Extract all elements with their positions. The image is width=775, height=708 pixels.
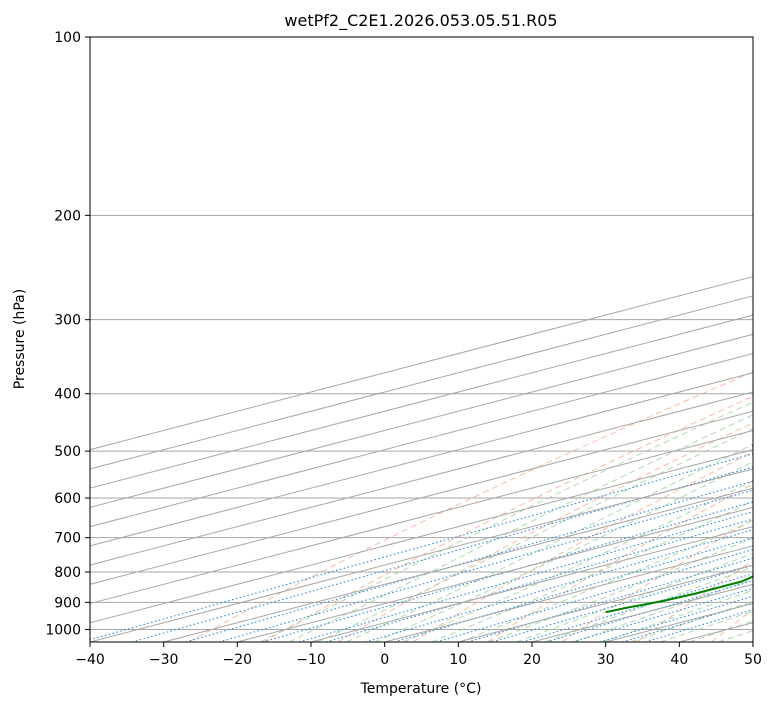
isotherm-line (163, 487, 753, 642)
isotherm-line (90, 468, 753, 642)
mixing-ratio-labels: 0.10.20.40.611.52346810131620253036 (749, 434, 772, 455)
y-tick-label: 100 (54, 30, 81, 46)
chart-title: wetPf2_C2E1.2026.053.05.51.R05 (284, 11, 557, 31)
y-tick-label: 700 (54, 531, 81, 547)
y-axis-ticks: 100 200 300 400 500 600 700 800 900 1000 (45, 30, 90, 638)
mixing-ratio-line (645, 608, 753, 642)
x-axis-ticks: −40 −30 −20 −10 0 10 20 30 40 50 (75, 642, 762, 668)
isotherm-line (90, 410, 753, 585)
y-tick-label: 800 (54, 565, 81, 581)
plot-frame (89, 36, 754, 643)
x-axis-label: Temperature (°C) (360, 681, 482, 697)
y-tick-label: 900 (54, 595, 81, 611)
moist-adiabat (346, 443, 753, 642)
isotherm-line (90, 295, 753, 470)
mixing-ratio-line (262, 501, 753, 642)
moist-adiabat (544, 566, 753, 642)
y-tick-label: 500 (54, 444, 81, 460)
moist-adiabat (431, 500, 753, 642)
y-tick-label: 300 (54, 313, 81, 329)
x-tick-label: −40 (75, 652, 105, 668)
x-tick-label: 0 (380, 652, 389, 668)
isotherm-line (310, 526, 753, 642)
mixing-ratio-line (185, 480, 753, 642)
isotherms (90, 276, 753, 642)
moist-adiabat (459, 519, 753, 642)
x-tick-label: 40 (670, 652, 688, 668)
dry-adiabat (487, 483, 753, 642)
mixing-ratio-line (299, 511, 753, 642)
pressure-gridlines (90, 37, 753, 630)
dry-adiabat (263, 395, 753, 642)
y-tick-label: 600 (54, 491, 81, 507)
x-tick-label: −10 (296, 652, 326, 668)
mixing-ratio-line (325, 518, 753, 642)
dry-adiabat (188, 371, 753, 642)
y-tick-label: 200 (54, 208, 81, 224)
moist-adiabat (516, 552, 753, 642)
isotherm-line (90, 372, 753, 547)
x-tick-label: 20 (523, 652, 541, 668)
moist-adiabat (402, 480, 753, 642)
isotherm-line (237, 506, 753, 642)
moist-adiabat (317, 428, 753, 642)
isotherm-line (90, 391, 753, 566)
moist-adiabat (288, 414, 753, 642)
y-tick-label: 400 (54, 387, 81, 403)
x-tick-label: −30 (149, 652, 179, 668)
moist-adiabats (259, 401, 753, 642)
moist-adiabat (259, 401, 753, 642)
x-tick-label: 50 (744, 652, 762, 668)
dry-adiabat (562, 518, 753, 642)
y-tick-label: 1000 (45, 622, 81, 638)
x-tick-label: 10 (449, 652, 467, 668)
isotherm-line (90, 449, 753, 624)
isotherm-line (90, 429, 753, 605)
mixing-ratio-line (467, 557, 753, 642)
x-tick-label: 30 (597, 652, 615, 668)
moist-adiabat (374, 461, 753, 642)
plot-area: -100-90-80-70-60-50-40-30-20-10010203040… (90, 37, 772, 642)
mixing-ratio-line (218, 489, 753, 642)
mixing-ratio-line (365, 529, 753, 642)
isotherm-line (90, 276, 753, 451)
isotherm-line (90, 314, 753, 489)
isotherm-line (90, 333, 753, 508)
mixing-ratio-line (90, 453, 753, 641)
mixing-ratio-label: 0.1 (749, 434, 772, 455)
x-tick-label: −20 (223, 652, 253, 668)
y-axis-label: Pressure (hPa) (12, 289, 28, 389)
